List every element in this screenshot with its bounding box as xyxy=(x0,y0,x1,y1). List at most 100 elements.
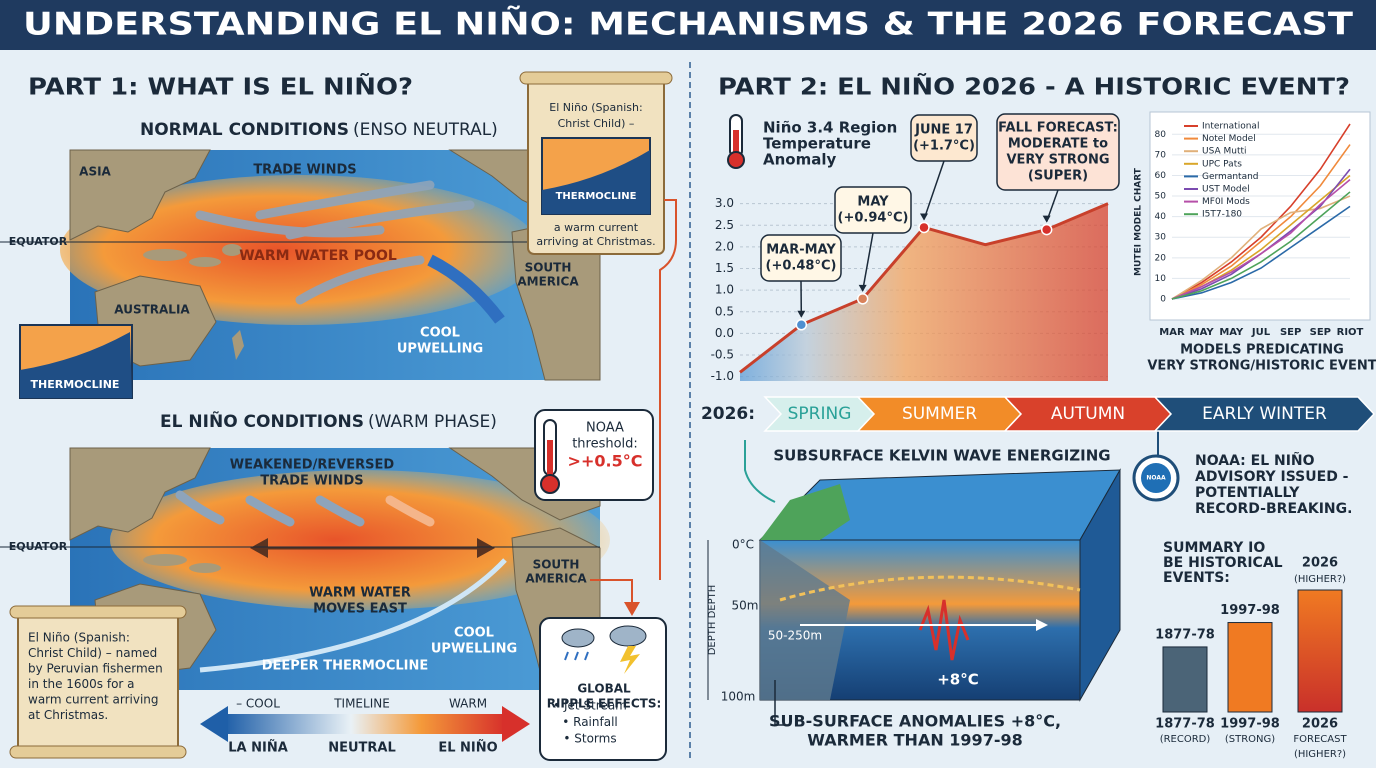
data-point xyxy=(795,319,808,331)
label: AMERICA xyxy=(517,275,579,289)
annotation: MAY xyxy=(857,195,889,210)
panel-title: SUBSURFACE KELVIN WAVE ENERGIZING xyxy=(773,447,1110,465)
label: AMERICA xyxy=(525,572,587,586)
x-tick-label: 1877-78 xyxy=(1155,717,1215,732)
x-tick-label: MAR xyxy=(1159,327,1185,338)
label: a warm current xyxy=(554,221,639,234)
label: DEEPER THERMOCLINE xyxy=(262,659,429,674)
label: in the 1600s for a xyxy=(28,677,135,691)
annotation: (+0.94°C) xyxy=(838,211,909,226)
callout-head xyxy=(858,284,867,292)
thermometer-icon xyxy=(727,114,745,169)
y-tick-label: 20 xyxy=(1155,253,1167,263)
x-tick-label: MAY xyxy=(1190,327,1215,338)
chart-title: Niño 3.4 Region xyxy=(763,119,897,137)
y-tick-label: 2.0 xyxy=(715,239,734,253)
model-line xyxy=(1171,195,1351,300)
depth-label: 0°C xyxy=(732,538,754,552)
x-tick-label: (STRONG) xyxy=(1225,734,1275,745)
label: Christ Child) – xyxy=(558,117,635,130)
enso-scale xyxy=(200,706,530,742)
section-title: PART 2: EL NIÑO 2026 - A HISTORIC EVENT? xyxy=(718,73,1350,101)
section-title: PART 1: WHAT IS EL NIÑO? xyxy=(28,73,413,101)
y-tick-label: 3.0 xyxy=(715,196,734,210)
annotation: (+0.48°C) xyxy=(766,259,837,274)
y-tick-label: 10 xyxy=(1155,274,1167,284)
legend-label: Germantand xyxy=(1202,172,1259,182)
caption: WARMER THAN 1997-98 xyxy=(807,731,1022,750)
x-tick-label: MAY xyxy=(1219,327,1244,338)
callout-head xyxy=(797,310,806,318)
data-point xyxy=(918,221,930,234)
x-tick-label: SEP xyxy=(1280,327,1301,338)
x-tick-label: RIOT xyxy=(1337,327,1364,338)
season-label: AUTUMN xyxy=(1051,404,1125,424)
label: NOAA xyxy=(1146,475,1166,482)
y-tick-label: 1.0 xyxy=(715,283,734,297)
label: COOL xyxy=(420,326,460,341)
annotation: (+1.7°C) xyxy=(913,139,975,154)
x-tick-label: (HIGHER?) xyxy=(1294,749,1346,760)
bar-note: (HIGHER?) xyxy=(1294,574,1346,585)
panel-title: NORMAL CONDITIONS xyxy=(140,120,349,140)
label: WARM WATER xyxy=(309,586,411,601)
y-tick-label: 70 xyxy=(1155,150,1167,160)
chart-title: Anomaly xyxy=(763,151,836,169)
kelvin-block xyxy=(707,440,1121,726)
callout-head xyxy=(920,213,928,221)
data-point xyxy=(1040,223,1053,236)
callout-arrow xyxy=(861,232,874,291)
label: NOAA xyxy=(586,421,624,436)
legend-label: MF0I Mods xyxy=(1202,197,1250,207)
label: MOVES EAST xyxy=(313,602,407,617)
ripple-box xyxy=(539,617,667,761)
annotation: VERY STRONG xyxy=(1006,153,1109,168)
callout-box xyxy=(910,114,978,162)
label: >+0.5°C xyxy=(568,452,643,471)
label: UPWELLING xyxy=(397,342,483,357)
timeline-label: 2026: xyxy=(701,404,755,424)
y-tick-label: 0.5 xyxy=(715,304,734,318)
panel-subtitle: (ENSO NEUTRAL) xyxy=(353,120,498,140)
label: EQUATOR xyxy=(9,540,68,553)
chart-title: EVENTS: xyxy=(1163,570,1230,586)
callout-box xyxy=(760,234,842,282)
label: LA NIÑA xyxy=(228,740,288,756)
label: Christ Child) – named xyxy=(28,646,157,660)
label: ASIA xyxy=(79,165,111,179)
label: +8°C xyxy=(937,671,979,689)
label: UPWELLING xyxy=(431,642,517,657)
y-tick-label: 50 xyxy=(1155,192,1167,202)
depth-label: 100m xyxy=(721,690,756,704)
y-tick-label: 0.0 xyxy=(715,326,734,340)
label: SOUTH xyxy=(533,558,580,572)
label: by Peruvian fishermen xyxy=(28,662,163,676)
callout-head xyxy=(1042,215,1051,223)
annotation: (SUPER) xyxy=(1028,169,1088,184)
panel-subtitle: (WARM PHASE) xyxy=(368,412,497,432)
label: • Storms xyxy=(563,732,616,746)
depth-label: 50m xyxy=(732,599,759,613)
model-line xyxy=(1171,191,1351,300)
x-tick-label: 2026 xyxy=(1302,717,1338,732)
label: RIPPLE EFFECTS: xyxy=(547,697,662,711)
model-line xyxy=(1171,205,1351,300)
model-line xyxy=(1171,123,1351,300)
legend-label: UPC Pats xyxy=(1202,159,1242,169)
y-tick-label: 30 xyxy=(1155,233,1167,243)
label: WARM WATER POOL xyxy=(239,248,397,264)
label: • Jet Stream xyxy=(553,699,627,713)
label: WARM xyxy=(449,697,487,711)
y-tick-label: 1.5 xyxy=(715,261,734,275)
y-tick-label: -1.0 xyxy=(711,369,734,383)
x-tick-label: 1997-98 xyxy=(1220,717,1280,732)
label: EQUATOR xyxy=(9,235,68,248)
label: EL NIÑO xyxy=(438,740,497,756)
legend-label: International xyxy=(1202,122,1259,132)
season-label: EARLY WINTER xyxy=(1202,404,1327,424)
annotation: MODERATE to xyxy=(1008,137,1108,152)
model-chart-frame xyxy=(1149,111,1371,321)
label: warm current arriving xyxy=(28,693,159,707)
y-tick-label: 60 xyxy=(1155,171,1167,181)
